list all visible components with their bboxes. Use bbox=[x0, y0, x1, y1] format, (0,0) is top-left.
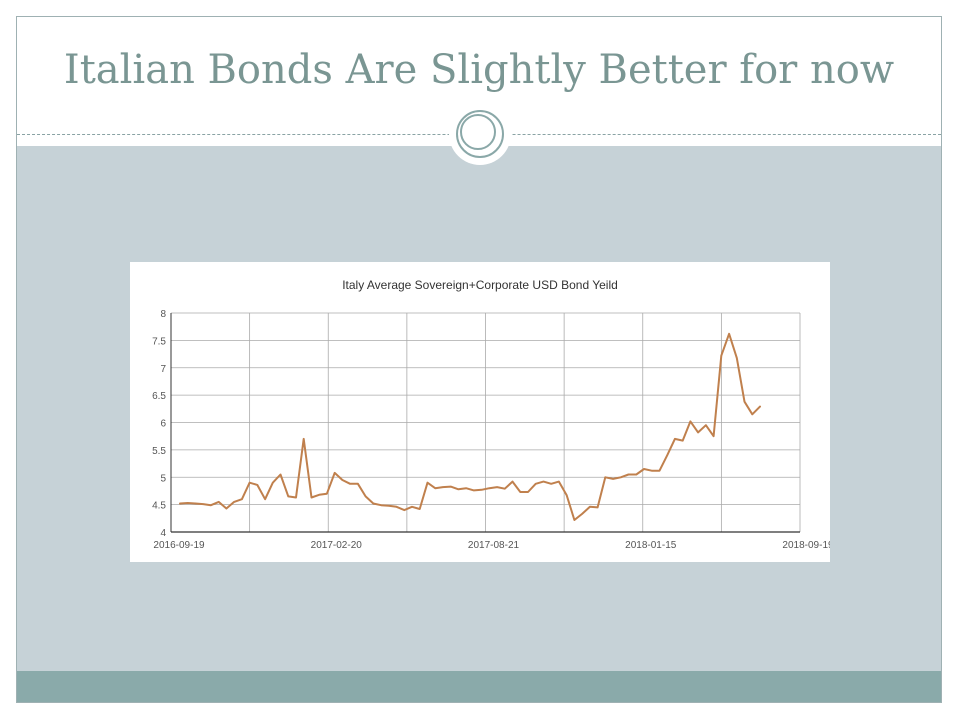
footer-band bbox=[17, 671, 941, 702]
y-tick-labels: 4 4.5 5 5.5 6 6.5 7 7.5 8 bbox=[152, 309, 166, 539]
circle-ornament-icon bbox=[449, 103, 511, 165]
chart-title: Italy Average Sovereign+Corporate USD Bo… bbox=[342, 278, 618, 292]
chart-card: Italy Average Sovereign+Corporate USD Bo… bbox=[130, 262, 830, 562]
y-tick-label: 7.5 bbox=[152, 336, 166, 347]
x-tick-label: 2017-02-20 bbox=[311, 540, 363, 551]
y-tick-label: 8 bbox=[160, 309, 166, 320]
ornament-ring bbox=[456, 110, 504, 158]
slide-title: Italian Bonds Are Slightly Better for no… bbox=[63, 47, 895, 93]
x-tick-label: 2017-08-21 bbox=[468, 540, 520, 551]
x-tick-label: 2018-01-15 bbox=[625, 540, 677, 551]
x-tick-label: 2018-09-19 bbox=[782, 540, 830, 551]
grid bbox=[171, 312, 801, 532]
y-tick-label: 4.5 bbox=[152, 501, 166, 512]
y-tick-label: 7 bbox=[160, 364, 166, 375]
y-tick-label: 6 bbox=[160, 419, 166, 430]
y-tick-label: 5 bbox=[160, 473, 166, 484]
x-tick-label: 2016-09-19 bbox=[153, 540, 205, 551]
title-area: Italian Bonds Are Slightly Better for no… bbox=[16, 16, 942, 134]
series bbox=[179, 332, 761, 521]
line-chart: Italy Average Sovereign+Corporate USD Bo… bbox=[152, 278, 830, 551]
axes bbox=[170, 313, 800, 533]
x-tick-labels: 2016-09-19 2017-02-20 2017-08-21 2018-01-15… bbox=[153, 540, 830, 551]
y-tick-label: 5.5 bbox=[152, 446, 166, 457]
series-line bbox=[179, 332, 761, 521]
y-tick-label: 4 bbox=[160, 528, 166, 539]
y-tick-label: 6.5 bbox=[152, 391, 166, 402]
